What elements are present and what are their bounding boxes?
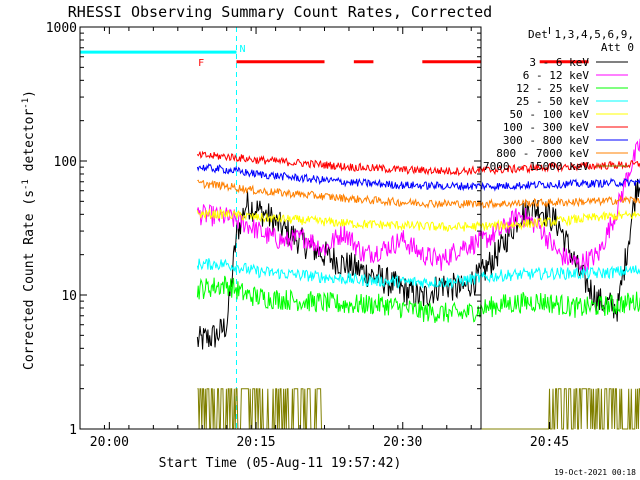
- series-25-50-kev: [196, 258, 640, 290]
- x-axis-label: Start Time (05-Aug-11 19:57:42): [159, 456, 402, 471]
- chart-title: RHESSI Observing Summary Count Rates, Co…: [68, 3, 492, 21]
- y-axis-label-exponent: -1: [21, 98, 31, 109]
- y-tick-label: 1: [69, 423, 77, 438]
- legend-label: 800 - 7000 keV: [496, 147, 589, 160]
- series-line-7000-15000-kev: [197, 388, 640, 430]
- series-50-100-kev: [196, 207, 640, 233]
- series-line-6-12-kev: [196, 138, 640, 272]
- legend-label: 7000 - 15000 keV: [483, 160, 589, 173]
- x-tick-label: 20:00: [90, 435, 129, 450]
- y-tick-label: 1000: [46, 21, 77, 36]
- series-100-300-kev: [196, 150, 640, 177]
- series-line-100-300-kev: [196, 150, 640, 177]
- legend-header: Det 1,3,4,5,6,9,: [528, 28, 634, 41]
- series-6-12-kev: [196, 138, 640, 272]
- y-axis-label-part: Corrected Count Rate (s: [22, 190, 37, 370]
- series-line-12-25-kev: [196, 275, 640, 323]
- y-axis-label-exponent: -1: [21, 179, 31, 190]
- x-tick-label: 20:45: [530, 435, 569, 450]
- series-800-7000-kev: [197, 179, 640, 209]
- legend-label: 3 - 6 keV: [529, 56, 589, 69]
- legend-label: 100 - 300 keV: [503, 121, 589, 134]
- series-line-300-800-kev: [196, 163, 640, 192]
- series-12-25-kev: [196, 275, 640, 323]
- legend-label: 300 - 800 keV: [503, 134, 589, 147]
- series-300-800-kev: [196, 163, 640, 192]
- annotation-f: F: [198, 58, 204, 69]
- plot-frame: [79, 26, 482, 430]
- legend-label: 50 - 100 keV: [510, 108, 590, 121]
- series-line-50-100-kev: [196, 207, 640, 233]
- generation-timestamp: 19-Oct-2021 00:18: [554, 468, 636, 477]
- legend-header: Att 0: [601, 41, 634, 54]
- legend-label: 25 - 50 keV: [516, 95, 589, 108]
- series-line-25-50-kev: [196, 258, 640, 290]
- y-axis-label-part: ): [22, 90, 37, 98]
- y-tick-label: 100: [54, 155, 77, 170]
- y-axis-label-part: detector: [22, 109, 37, 180]
- x-tick-label: 20:30: [383, 435, 422, 450]
- plot-area: NFS: [79, 27, 640, 430]
- x-tick-label: 20:15: [236, 435, 275, 450]
- axis-ticks: 110100100020:0020:1520:3020:4521:0021:15…: [46, 21, 569, 450]
- y-tick-label: 10: [61, 289, 77, 304]
- legend-label: 12 - 25 keV: [516, 82, 589, 95]
- series-line-800-7000-kev: [197, 179, 640, 209]
- series-7000-15000-kev: [197, 388, 640, 430]
- annotation-n: N: [239, 44, 245, 55]
- legend-label: 6 - 12 keV: [523, 69, 590, 82]
- y-axis-label: Corrected Count Rate (s-1 detector-1): [21, 90, 37, 370]
